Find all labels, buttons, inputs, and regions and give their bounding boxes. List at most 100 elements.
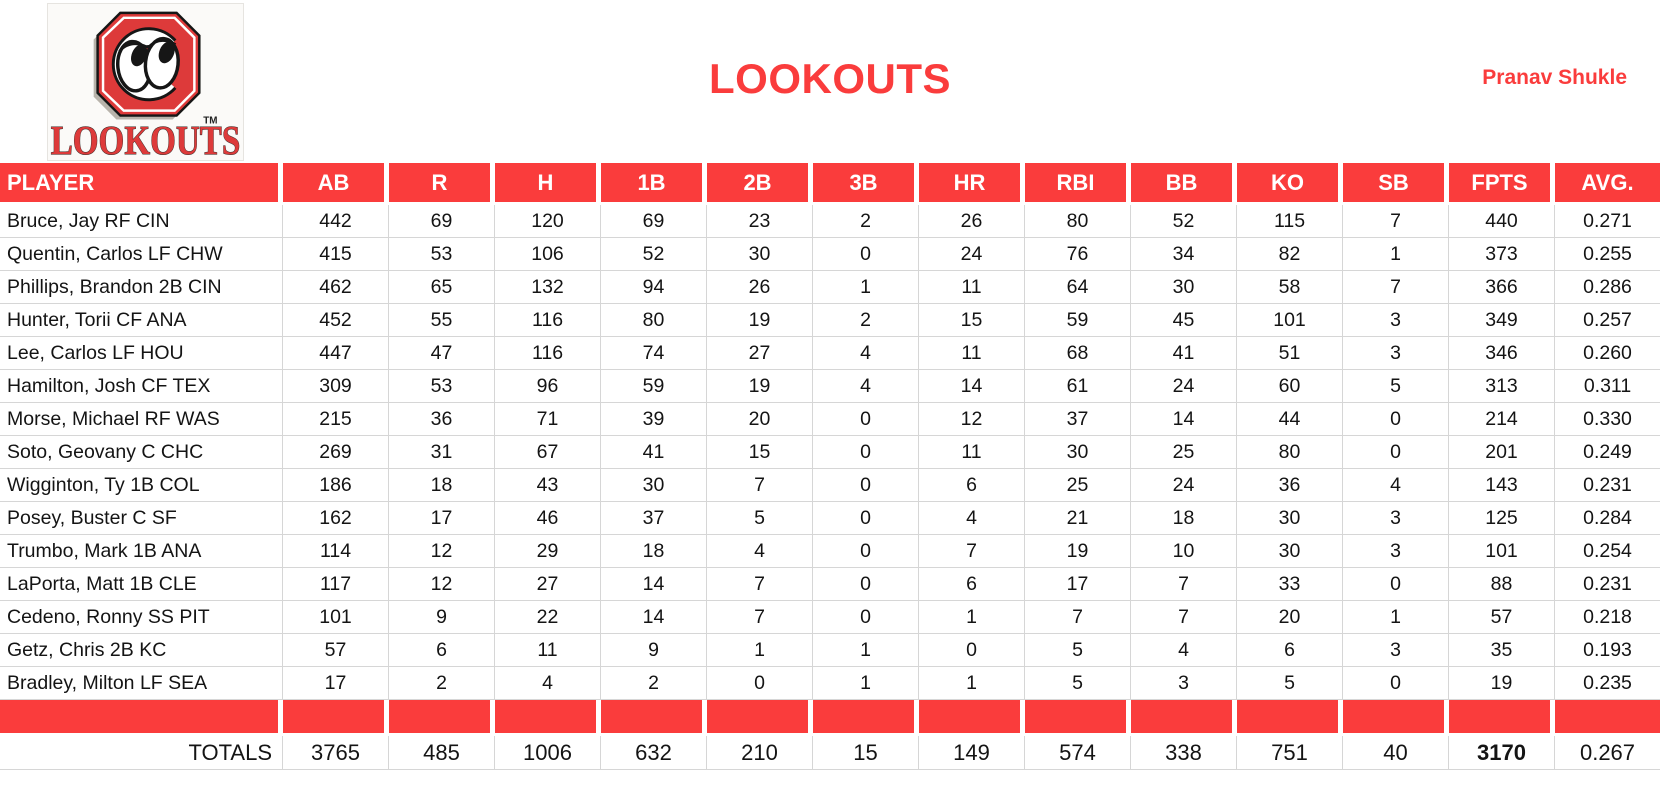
stat-cell-bb[interactable]: 52 (1131, 205, 1237, 238)
stat-cell-rbi[interactable]: 61 (1025, 370, 1131, 403)
total-cell-2b[interactable]: 210 (707, 736, 813, 770)
stat-cell-1b[interactable]: 80 (601, 304, 707, 337)
stat-cell-1b[interactable]: 74 (601, 337, 707, 370)
column-header-hr[interactable]: HR (919, 163, 1025, 205)
stat-cell-ko[interactable]: 44 (1237, 403, 1343, 436)
stat-cell-hr[interactable]: 0 (919, 634, 1025, 667)
stat-cell-fpts[interactable]: 313 (1449, 370, 1555, 403)
stat-cell-fpts[interactable]: 201 (1449, 436, 1555, 469)
stat-cell-2b[interactable]: 7 (707, 469, 813, 502)
stat-cell-bb[interactable]: 18 (1131, 502, 1237, 535)
column-header-1b[interactable]: 1B (601, 163, 707, 205)
stat-cell-bb[interactable]: 34 (1131, 238, 1237, 271)
stat-cell-hr[interactable]: 14 (919, 370, 1025, 403)
stat-cell-1b[interactable]: 14 (601, 568, 707, 601)
total-cell-1b[interactable]: 632 (601, 736, 707, 770)
stat-cell-ko[interactable]: 82 (1237, 238, 1343, 271)
stat-cell-r[interactable]: 53 (389, 238, 495, 271)
stat-cell-2b[interactable]: 20 (707, 403, 813, 436)
stat-cell-1b[interactable]: 14 (601, 601, 707, 634)
stat-cell-2b[interactable]: 23 (707, 205, 813, 238)
stat-cell-r[interactable]: 53 (389, 370, 495, 403)
column-header-rbi[interactable]: RBI (1025, 163, 1131, 205)
stat-cell-fpts[interactable]: 366 (1449, 271, 1555, 304)
stat-cell-hr[interactable]: 6 (919, 469, 1025, 502)
stat-cell-rbi[interactable]: 25 (1025, 469, 1131, 502)
stat-cell-sb[interactable]: 3 (1343, 502, 1449, 535)
stat-cell-fpts[interactable]: 101 (1449, 535, 1555, 568)
total-cell-avg[interactable]: 0.267 (1555, 736, 1660, 770)
stat-cell-3b[interactable]: 0 (813, 436, 919, 469)
stat-cell-r[interactable]: 12 (389, 568, 495, 601)
stat-cell-3b[interactable]: 0 (813, 601, 919, 634)
stat-cell-h[interactable]: 67 (495, 436, 601, 469)
stat-cell-avg[interactable]: 0.193 (1555, 634, 1660, 667)
stat-cell-avg[interactable]: 0.257 (1555, 304, 1660, 337)
stat-cell-bb[interactable]: 24 (1131, 370, 1237, 403)
stat-cell-hr[interactable]: 15 (919, 304, 1025, 337)
stat-cell-ko[interactable]: 30 (1237, 535, 1343, 568)
stat-cell-rbi[interactable]: 76 (1025, 238, 1131, 271)
stat-cell-1b[interactable]: 18 (601, 535, 707, 568)
stat-cell-ko[interactable]: 33 (1237, 568, 1343, 601)
column-header-3b[interactable]: 3B (813, 163, 919, 205)
stat-cell-ko[interactable]: 58 (1237, 271, 1343, 304)
stat-cell-fpts[interactable]: 88 (1449, 568, 1555, 601)
column-header-ko[interactable]: KO (1237, 163, 1343, 205)
stat-cell-fpts[interactable]: 125 (1449, 502, 1555, 535)
stat-cell-3b[interactable]: 1 (813, 271, 919, 304)
stat-cell-hr[interactable]: 12 (919, 403, 1025, 436)
stat-cell-ab[interactable]: 462 (283, 271, 389, 304)
stat-cell-ko[interactable]: 60 (1237, 370, 1343, 403)
stat-cell-3b[interactable]: 0 (813, 502, 919, 535)
stat-cell-r[interactable]: 31 (389, 436, 495, 469)
stat-cell-2b[interactable]: 19 (707, 370, 813, 403)
stat-cell-avg[interactable]: 0.286 (1555, 271, 1660, 304)
stat-cell-r[interactable]: 18 (389, 469, 495, 502)
stat-cell-sb[interactable]: 0 (1343, 667, 1449, 700)
stat-cell-1b[interactable]: 69 (601, 205, 707, 238)
stat-cell-hr[interactable]: 1 (919, 667, 1025, 700)
stat-cell-2b[interactable]: 19 (707, 304, 813, 337)
stat-cell-3b[interactable]: 0 (813, 535, 919, 568)
stat-cell-rbi[interactable]: 59 (1025, 304, 1131, 337)
player-name-cell[interactable]: Phillips, Brandon 2B CIN (0, 271, 283, 304)
stat-cell-3b[interactable]: 0 (813, 238, 919, 271)
stat-cell-3b[interactable]: 0 (813, 469, 919, 502)
stat-cell-1b[interactable]: 94 (601, 271, 707, 304)
stat-cell-ab[interactable]: 452 (283, 304, 389, 337)
stat-cell-3b[interactable]: 1 (813, 667, 919, 700)
stat-cell-ko[interactable]: 30 (1237, 502, 1343, 535)
stat-cell-2b[interactable]: 27 (707, 337, 813, 370)
stat-cell-rbi[interactable]: 68 (1025, 337, 1131, 370)
stat-cell-h[interactable]: 4 (495, 667, 601, 700)
stat-cell-3b[interactable]: 1 (813, 634, 919, 667)
stat-cell-ko[interactable]: 5 (1237, 667, 1343, 700)
stat-cell-r[interactable]: 9 (389, 601, 495, 634)
stat-cell-3b[interactable]: 4 (813, 337, 919, 370)
stat-cell-r[interactable]: 36 (389, 403, 495, 436)
stat-cell-bb[interactable]: 24 (1131, 469, 1237, 502)
stat-cell-h[interactable]: 11 (495, 634, 601, 667)
stat-cell-sb[interactable]: 1 (1343, 238, 1449, 271)
stat-cell-ab[interactable]: 186 (283, 469, 389, 502)
stat-cell-hr[interactable]: 11 (919, 337, 1025, 370)
stat-cell-bb[interactable]: 14 (1131, 403, 1237, 436)
stat-cell-h[interactable]: 22 (495, 601, 601, 634)
stat-cell-r[interactable]: 2 (389, 667, 495, 700)
stat-cell-hr[interactable]: 11 (919, 436, 1025, 469)
total-cell-fpts[interactable]: 3170 (1449, 736, 1555, 770)
player-name-cell[interactable]: Bradley, Milton LF SEA (0, 667, 283, 700)
total-cell-hr[interactable]: 149 (919, 736, 1025, 770)
stat-cell-fpts[interactable]: 35 (1449, 634, 1555, 667)
total-cell-ko[interactable]: 751 (1237, 736, 1343, 770)
column-header-sb[interactable]: SB (1343, 163, 1449, 205)
stat-cell-ab[interactable]: 17 (283, 667, 389, 700)
stat-cell-fpts[interactable]: 346 (1449, 337, 1555, 370)
stat-cell-1b[interactable]: 39 (601, 403, 707, 436)
column-header-bb[interactable]: BB (1131, 163, 1237, 205)
stat-cell-sb[interactable]: 5 (1343, 370, 1449, 403)
stat-cell-sb[interactable]: 4 (1343, 469, 1449, 502)
stat-cell-h[interactable]: 132 (495, 271, 601, 304)
total-cell-r[interactable]: 485 (389, 736, 495, 770)
